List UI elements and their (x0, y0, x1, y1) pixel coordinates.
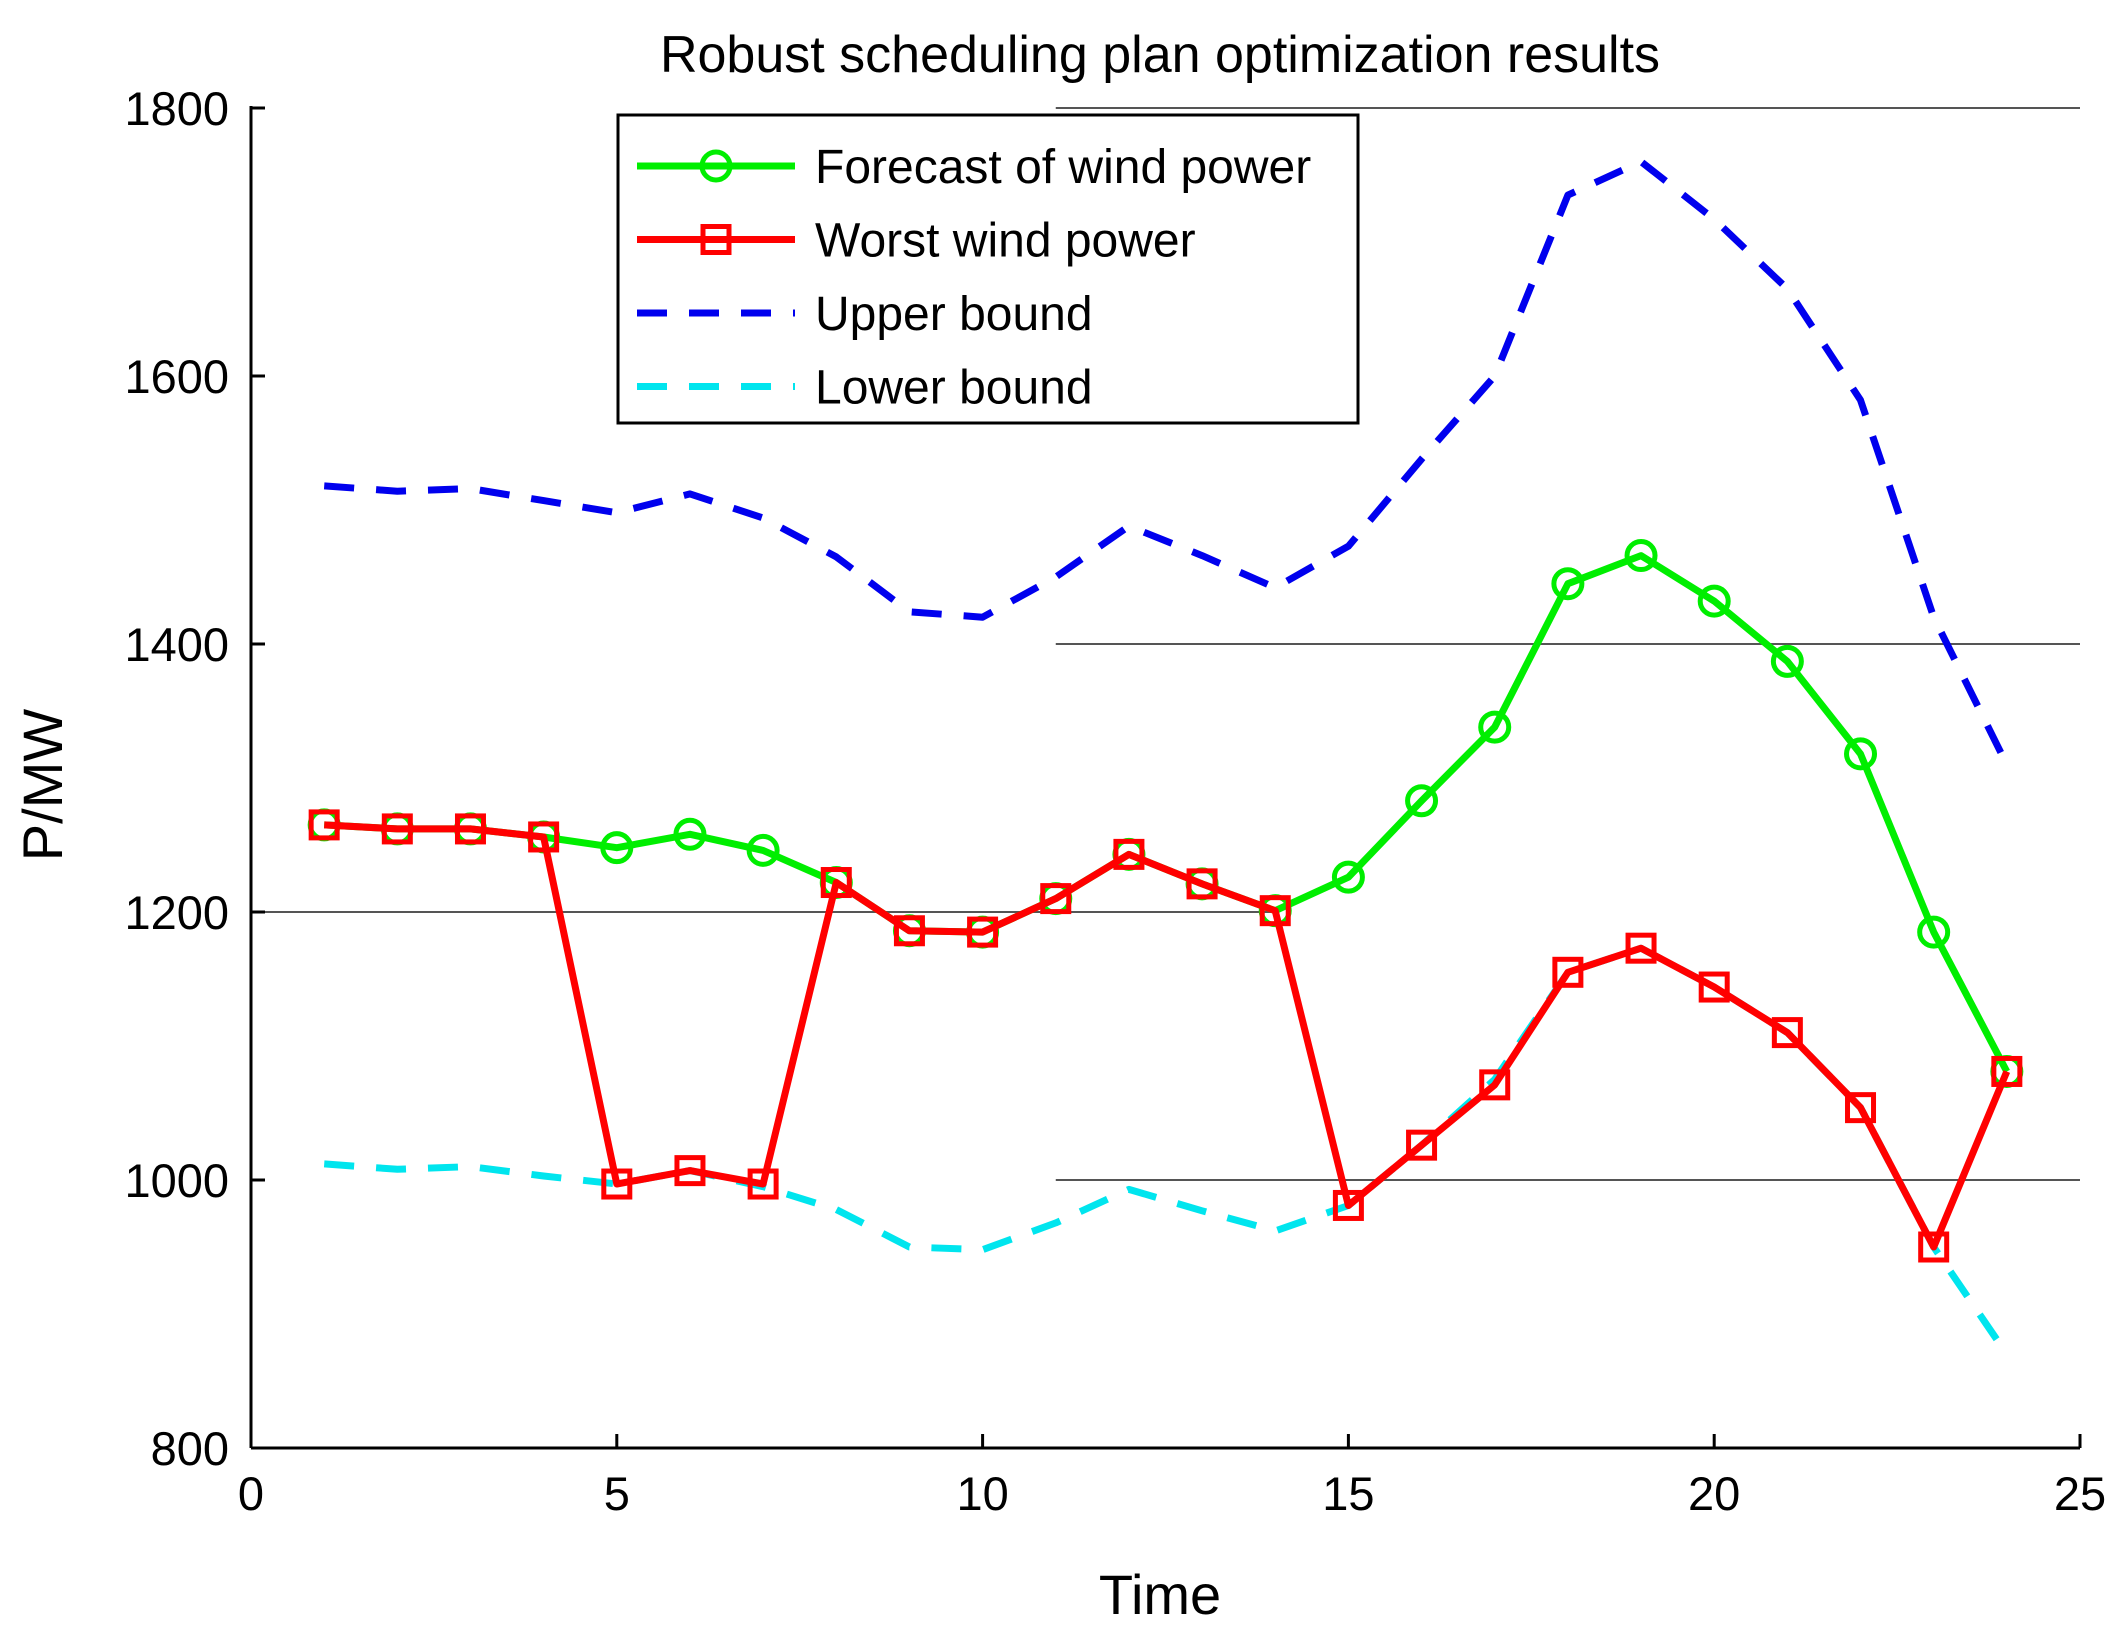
data-point-worst-wind-power (1406, 1129, 1438, 1161)
x-tick-label: 5 (604, 1467, 630, 1520)
x-tick-label: 20 (1688, 1467, 1740, 1520)
x-tick-label: 10 (956, 1467, 1008, 1520)
y-axis-ticks: 800 1000 1200 1400 1600 1800 (124, 82, 265, 1475)
legend-label-lower-bound: Lower bound (815, 362, 1093, 415)
data-point-forecast-of-wind-power (600, 831, 634, 865)
legend-label-upper-bound: Upper bound (815, 288, 1093, 341)
data-point-worst-wind-power (967, 916, 999, 948)
data-point-forecast-of-wind-power (1770, 644, 1804, 678)
y-tick-label: 800 (151, 1422, 229, 1475)
data-point-worst-wind-power (1918, 1231, 1950, 1263)
data-point-worst-wind-power (820, 867, 852, 899)
data-point-forecast-of-wind-power (1551, 567, 1585, 601)
legend-marker-worst-wind-power (700, 224, 732, 255)
data-point-forecast-of-wind-power (1405, 784, 1439, 818)
data-point-worst-wind-power (528, 821, 560, 853)
data-point-worst-wind-power (1771, 1017, 1803, 1049)
data-point-worst-wind-power (893, 915, 925, 947)
y-axis-label: P/MW (11, 709, 74, 862)
y-tick-label: 1800 (124, 82, 229, 135)
data-point-worst-wind-power (674, 1155, 706, 1187)
data-point-forecast-of-wind-power (673, 817, 707, 851)
x-tick-label: 25 (2054, 1467, 2106, 1520)
y-tick-label: 1400 (124, 618, 229, 671)
data-point-worst-wind-power (1113, 838, 1145, 870)
data-point-forecast-of-wind-power (1331, 860, 1365, 894)
data-point-worst-wind-power (747, 1168, 779, 1200)
data-point-forecast-of-wind-power (1844, 737, 1878, 771)
series-line-upper-bound (323, 158, 2010, 767)
data-point-forecast-of-wind-power (1624, 539, 1658, 573)
data-point-forecast-of-wind-power (1697, 584, 1731, 618)
data-point-worst-wind-power (1625, 932, 1657, 964)
legend-label-forecast-of-wind-power: Forecast of wind power (815, 141, 1311, 194)
y-tick-label: 1600 (124, 350, 229, 403)
data-point-forecast-of-wind-power (1478, 710, 1512, 744)
data-point-forecast-of-wind-power (746, 833, 780, 867)
data-point-worst-wind-power (1332, 1189, 1364, 1221)
data-point-worst-wind-power (1698, 971, 1730, 1003)
data-point-forecast-of-wind-power (1917, 915, 1951, 949)
x-axis-ticks: 0 5 10 15 20 25 (238, 1434, 2106, 1520)
data-point-worst-wind-power (381, 813, 413, 845)
y-tick-label: 1200 (124, 886, 229, 939)
data-point-worst-wind-power (454, 813, 486, 845)
x-axis-label: Time (1099, 1563, 1221, 1626)
x-tick-label: 15 (1322, 1467, 1374, 1520)
reference-lines (251, 107, 2080, 1181)
legend: Forecast of wind power Worst wind power Up… (616, 113, 1360, 425)
data-point-worst-wind-power (308, 809, 340, 841)
data-point-worst-wind-power (1259, 895, 1291, 927)
chart-title: Robust scheduling plan optimization resu… (660, 26, 1660, 84)
data-point-worst-wind-power (1991, 1055, 2023, 1087)
x-tick-label: 0 (238, 1467, 264, 1520)
series-layer (307, 158, 2024, 1357)
data-point-worst-wind-power (1479, 1069, 1511, 1101)
data-point-worst-wind-power (1845, 1092, 1877, 1124)
y-tick-label: 1000 (124, 1154, 229, 1207)
data-point-worst-wind-power (601, 1168, 633, 1200)
data-point-worst-wind-power (1552, 956, 1584, 988)
data-point-worst-wind-power (1186, 868, 1218, 900)
data-point-worst-wind-power (1040, 883, 1072, 915)
legend-marker-forecast-of-wind-power (699, 149, 733, 183)
legend-label-worst-wind-power: Worst wind power (815, 215, 1196, 268)
